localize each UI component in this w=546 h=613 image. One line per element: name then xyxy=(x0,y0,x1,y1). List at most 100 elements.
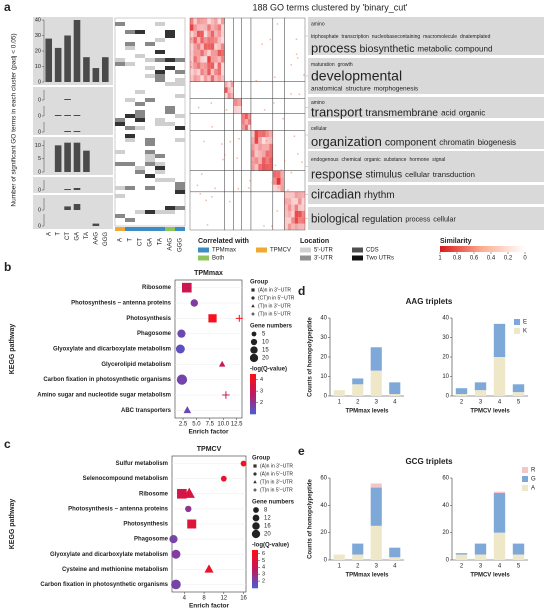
heatmap-speck xyxy=(290,171,293,174)
colorbar-cell xyxy=(252,582,258,585)
grid-cell xyxy=(165,122,175,126)
point xyxy=(177,488,187,499)
colorbar-cell xyxy=(250,392,256,395)
legend-title: Gene numbers xyxy=(250,324,293,330)
heatmap-cell xyxy=(298,198,302,205)
grid-cell xyxy=(175,78,185,82)
bar xyxy=(83,150,90,172)
legend-label: Both xyxy=(212,256,224,262)
word-cloud-box xyxy=(308,97,544,118)
colorbar-cell xyxy=(250,398,256,401)
grid-cell xyxy=(175,94,185,98)
legend-label: (T)n in 3'−UTR xyxy=(258,303,291,309)
heatmap-cell xyxy=(291,217,295,224)
column-label: TA xyxy=(158,238,164,245)
correlation-strip xyxy=(125,227,135,231)
heatmap-cell xyxy=(193,68,197,76)
heatmap-cell xyxy=(193,56,197,63)
heatmap-cell xyxy=(196,18,201,25)
heatmap-cell xyxy=(207,18,211,25)
word: amino xyxy=(311,100,325,106)
word: transport xyxy=(311,105,363,120)
grid-cell xyxy=(115,162,125,166)
bar-segment xyxy=(455,388,468,395)
bar-segment xyxy=(474,554,487,560)
heatmap-cell xyxy=(214,68,218,76)
grid-cell xyxy=(125,186,135,190)
heatmap-cell xyxy=(221,18,225,25)
x-tick-label: 3 xyxy=(375,400,379,406)
y-tick-label: Carbon fixation in photosynthetic organi… xyxy=(43,377,171,383)
heatmap-cell xyxy=(254,130,259,138)
bar-segment xyxy=(370,525,382,560)
heatmap-speck xyxy=(263,225,265,227)
heatmap-speck xyxy=(207,47,210,50)
x-tick-label: 1 xyxy=(338,564,342,570)
heatmap-cell xyxy=(200,30,204,38)
y-tick-label: 0 xyxy=(38,113,41,119)
word-cloud-box xyxy=(308,17,544,55)
word: dnatemplated xyxy=(460,34,491,40)
word: transcription xyxy=(342,34,369,40)
legend-swatch xyxy=(514,319,520,325)
y-tick-label: 0 xyxy=(324,558,328,564)
heatmap-cell xyxy=(214,43,218,50)
point xyxy=(253,480,257,484)
legend-label: (A)n in 3'−UTR xyxy=(258,287,291,293)
colorbar-cell xyxy=(252,551,258,555)
heatmap-speck xyxy=(274,76,276,78)
heatmap-cell xyxy=(244,113,248,120)
chart-title: AAG triplets xyxy=(406,297,453,306)
heatmap-cell xyxy=(214,49,218,57)
heatmap-cell xyxy=(250,143,255,151)
heatmap-cell xyxy=(203,37,208,44)
legend-label: TPMCV xyxy=(270,248,291,254)
heatmap-cell xyxy=(193,43,197,50)
heatmap-cell xyxy=(261,150,266,158)
word: morphogenesis xyxy=(374,85,419,92)
colorbar-cell xyxy=(250,408,256,411)
colorbar-tick-label: 0.2 xyxy=(504,256,513,262)
colorbar-tick-label: 3 xyxy=(260,389,263,395)
heatmap-cell xyxy=(196,24,201,31)
y-tick-label: Glycerolipid metabolism xyxy=(101,362,171,368)
colorbar-cell xyxy=(252,550,258,553)
legend-label: (T)n in 5'−UTR xyxy=(258,311,291,317)
heatmap-cell xyxy=(287,198,292,205)
correlation-strip xyxy=(165,227,175,231)
heatmap-cell xyxy=(287,204,292,211)
legend-title: -log(Q-value) xyxy=(252,543,289,549)
y-tick-label: 0 xyxy=(38,207,41,213)
grid-cell xyxy=(125,162,135,166)
heatmap-cell xyxy=(291,198,295,205)
grid-cell xyxy=(135,30,145,34)
panel-label: b xyxy=(4,260,11,274)
heatmap-cell xyxy=(214,24,218,31)
colorbar-tick-label: 3 xyxy=(262,572,265,578)
bar-segment xyxy=(493,532,506,560)
word: component xyxy=(385,137,437,148)
bar xyxy=(54,47,62,82)
legend-label: 8 xyxy=(264,508,268,514)
heatmap-cell xyxy=(217,56,222,63)
grid-cell xyxy=(155,50,165,54)
heatmap-cell xyxy=(221,24,225,31)
legend-swatch xyxy=(514,328,520,334)
y-tick-label: ABC transporters xyxy=(121,408,172,414)
legend-label: 16 xyxy=(264,524,271,530)
legend-swatch xyxy=(256,247,267,253)
heatmap-cell xyxy=(190,62,194,69)
word: organization xyxy=(311,134,382,149)
bar-segment xyxy=(512,543,525,555)
colorbar-cell xyxy=(252,586,258,589)
heatmap-cell xyxy=(214,75,218,82)
heatmap-cell xyxy=(258,143,262,151)
legend-swatch xyxy=(522,467,528,473)
heatmap-speck xyxy=(199,193,202,195)
word-cloud-box xyxy=(308,151,544,182)
grid-cell xyxy=(145,42,155,46)
heatmap-speck xyxy=(276,210,278,212)
heatmap-speck xyxy=(206,224,209,226)
grid-cell xyxy=(135,90,145,94)
colorbar-tick-label: 4 xyxy=(262,565,265,571)
